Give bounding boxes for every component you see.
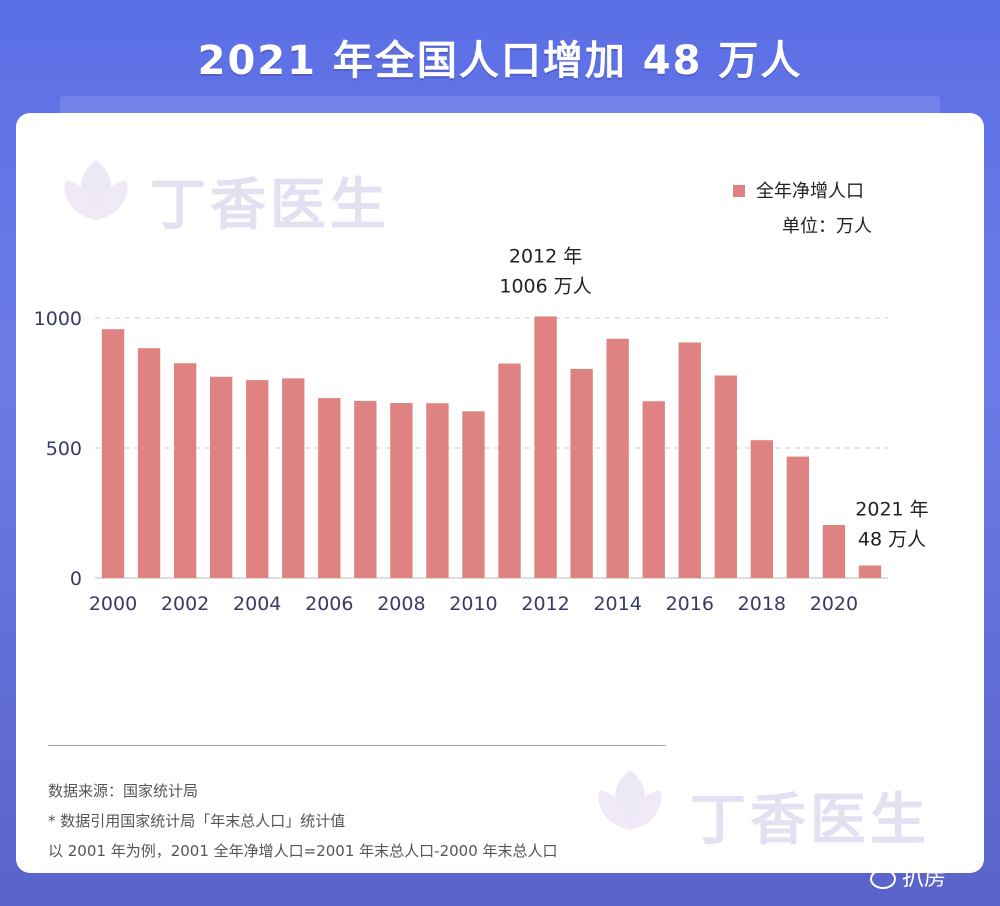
source-note: 数据来源：国家统计局: [48, 782, 199, 800]
title-band: [60, 96, 940, 114]
x-tick-label: 2000: [89, 593, 137, 615]
bar-2003: [209, 376, 233, 578]
annotation-value: 48 万人: [858, 529, 926, 551]
bar-2009: [426, 403, 449, 578]
chat-bubble-icon: [870, 869, 896, 889]
x-tick-label: 2010: [449, 593, 497, 615]
x-tick-label: 2008: [377, 593, 425, 615]
citation-note: * 数据引用国家统计局「年末总人口」统计值: [48, 812, 346, 830]
bar-2018: [750, 440, 774, 578]
annotation-year: 2012 年: [509, 245, 582, 267]
bar-2008: [390, 403, 413, 578]
legend-label: 全年净增人口: [756, 181, 864, 202]
bar-2005: [282, 378, 305, 578]
bar-2001: [137, 348, 161, 578]
page-title: 2021 年全国人口增加 48 万人: [197, 38, 803, 84]
unit-label: 单位：万人: [782, 216, 872, 237]
x-tick-label: 2012: [521, 593, 569, 615]
bar-2012: [534, 316, 557, 578]
bar-2020: [822, 524, 846, 578]
x-tick-label: 2002: [161, 593, 209, 615]
y-tick-label: 500: [46, 438, 82, 460]
x-tick-label: 2006: [305, 593, 353, 615]
example-note: 以 2001 年为例，2001 全年净增人口=2001 年末总人口-2000 年…: [48, 842, 558, 860]
bar-2017: [714, 375, 737, 578]
bar-2021: [858, 565, 882, 578]
corner-label: 扒房: [902, 866, 947, 891]
x-tick-label: 2020: [810, 593, 858, 615]
y-tick-label: 0: [70, 568, 82, 590]
bar-2014: [606, 338, 629, 578]
watermark-leaf-icon-bottom: [598, 770, 662, 830]
annotation-value: 1006 万人: [499, 275, 591, 297]
x-tick-label: 2004: [233, 593, 281, 615]
watermark-leaf-icon: [64, 160, 128, 220]
bar-2013: [570, 368, 593, 578]
watermark-text-bottom: 丁香医生: [690, 788, 930, 853]
bar-2006: [318, 398, 341, 578]
bar-2002: [173, 363, 197, 578]
bar-2010: [462, 411, 485, 578]
corner-brand: 扒房: [870, 860, 946, 892]
y-tick-label: 1000: [34, 308, 82, 330]
bar-2000: [101, 329, 125, 578]
notes-divider: [48, 745, 666, 746]
bar-2011: [498, 363, 521, 578]
annotation-year: 2021 年: [855, 499, 928, 521]
legend-swatch: [733, 185, 745, 197]
bar-2016: [678, 342, 701, 578]
watermark-text: 丁香医生: [150, 173, 390, 238]
bar-2015: [642, 401, 665, 578]
bar-2019: [786, 456, 810, 578]
x-tick-label: 2016: [666, 593, 714, 615]
bar-2004: [246, 380, 269, 578]
bar-2007: [354, 400, 377, 578]
x-tick-label: 2018: [738, 593, 786, 615]
x-tick-label: 2014: [593, 593, 641, 615]
